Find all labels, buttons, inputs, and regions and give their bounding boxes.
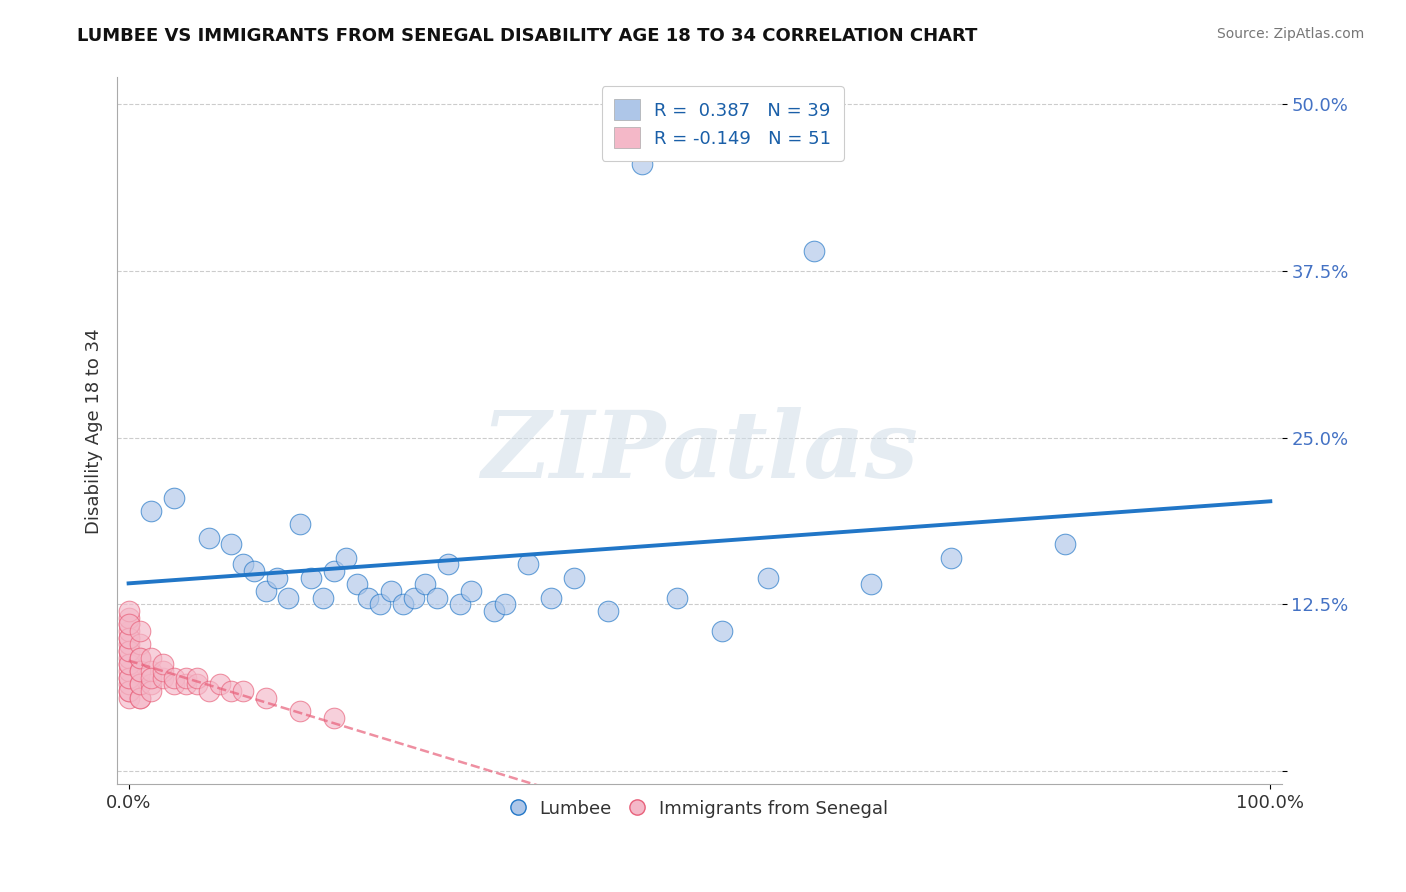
Point <box>312 591 335 605</box>
Point <box>208 677 231 691</box>
Point <box>859 577 882 591</box>
Point <box>141 684 163 698</box>
Point <box>665 591 688 605</box>
Point <box>346 577 368 591</box>
Point <box>117 604 139 618</box>
Point <box>129 664 152 678</box>
Point <box>174 677 197 691</box>
Point <box>402 591 425 605</box>
Point <box>117 664 139 678</box>
Point <box>562 571 585 585</box>
Point <box>129 624 152 638</box>
Point <box>129 677 152 691</box>
Point <box>197 531 219 545</box>
Point <box>141 677 163 691</box>
Point <box>152 657 174 672</box>
Point <box>163 491 186 505</box>
Point <box>357 591 380 605</box>
Point <box>141 650 163 665</box>
Text: ZIPatlas: ZIPatlas <box>481 407 918 497</box>
Point <box>117 644 139 658</box>
Point <box>288 704 311 718</box>
Point <box>174 671 197 685</box>
Point <box>117 657 139 672</box>
Point <box>117 690 139 705</box>
Point <box>368 598 391 612</box>
Point <box>335 550 357 565</box>
Point <box>117 644 139 658</box>
Point <box>323 711 346 725</box>
Point <box>415 577 437 591</box>
Point <box>129 690 152 705</box>
Point <box>129 664 152 678</box>
Point <box>117 684 139 698</box>
Point <box>221 537 243 551</box>
Point <box>129 650 152 665</box>
Point <box>266 571 288 585</box>
Point <box>939 550 962 565</box>
Point <box>254 690 277 705</box>
Point <box>1053 537 1076 551</box>
Point <box>152 671 174 685</box>
Point <box>141 504 163 518</box>
Point <box>232 684 254 698</box>
Point <box>129 637 152 651</box>
Point <box>117 657 139 672</box>
Point <box>494 598 516 612</box>
Point <box>152 664 174 678</box>
Point <box>141 664 163 678</box>
Point <box>711 624 734 638</box>
Point <box>380 584 402 599</box>
Point <box>129 650 152 665</box>
Point <box>631 157 654 171</box>
Point <box>117 624 139 638</box>
Point <box>221 684 243 698</box>
Point <box>277 591 299 605</box>
Point <box>391 598 413 612</box>
Point <box>299 571 322 585</box>
Y-axis label: Disability Age 18 to 34: Disability Age 18 to 34 <box>86 328 103 533</box>
Point <box>756 571 779 585</box>
Point <box>117 631 139 645</box>
Point <box>482 604 505 618</box>
Point <box>186 671 208 685</box>
Point <box>117 631 139 645</box>
Point <box>243 564 266 578</box>
Point <box>598 604 620 618</box>
Point <box>197 684 219 698</box>
Point <box>129 690 152 705</box>
Point <box>117 637 139 651</box>
Point <box>117 671 139 685</box>
Point <box>288 517 311 532</box>
Legend: Lumbee, Immigrants from Senegal: Lumbee, Immigrants from Senegal <box>503 792 896 825</box>
Text: LUMBEE VS IMMIGRANTS FROM SENEGAL DISABILITY AGE 18 TO 34 CORRELATION CHART: LUMBEE VS IMMIGRANTS FROM SENEGAL DISABI… <box>77 27 977 45</box>
Point <box>426 591 449 605</box>
Point <box>186 677 208 691</box>
Point <box>803 244 825 258</box>
Point <box>117 610 139 624</box>
Point <box>117 684 139 698</box>
Point <box>117 677 139 691</box>
Point <box>449 598 471 612</box>
Point <box>163 671 186 685</box>
Point <box>540 591 562 605</box>
Point <box>117 650 139 665</box>
Point <box>254 584 277 599</box>
Point <box>232 558 254 572</box>
Point <box>460 584 482 599</box>
Point <box>117 671 139 685</box>
Point <box>163 677 186 691</box>
Point <box>117 617 139 632</box>
Point <box>517 558 540 572</box>
Point <box>129 677 152 691</box>
Text: Source: ZipAtlas.com: Source: ZipAtlas.com <box>1216 27 1364 41</box>
Point <box>117 617 139 632</box>
Point <box>141 671 163 685</box>
Point <box>437 558 460 572</box>
Point <box>323 564 346 578</box>
